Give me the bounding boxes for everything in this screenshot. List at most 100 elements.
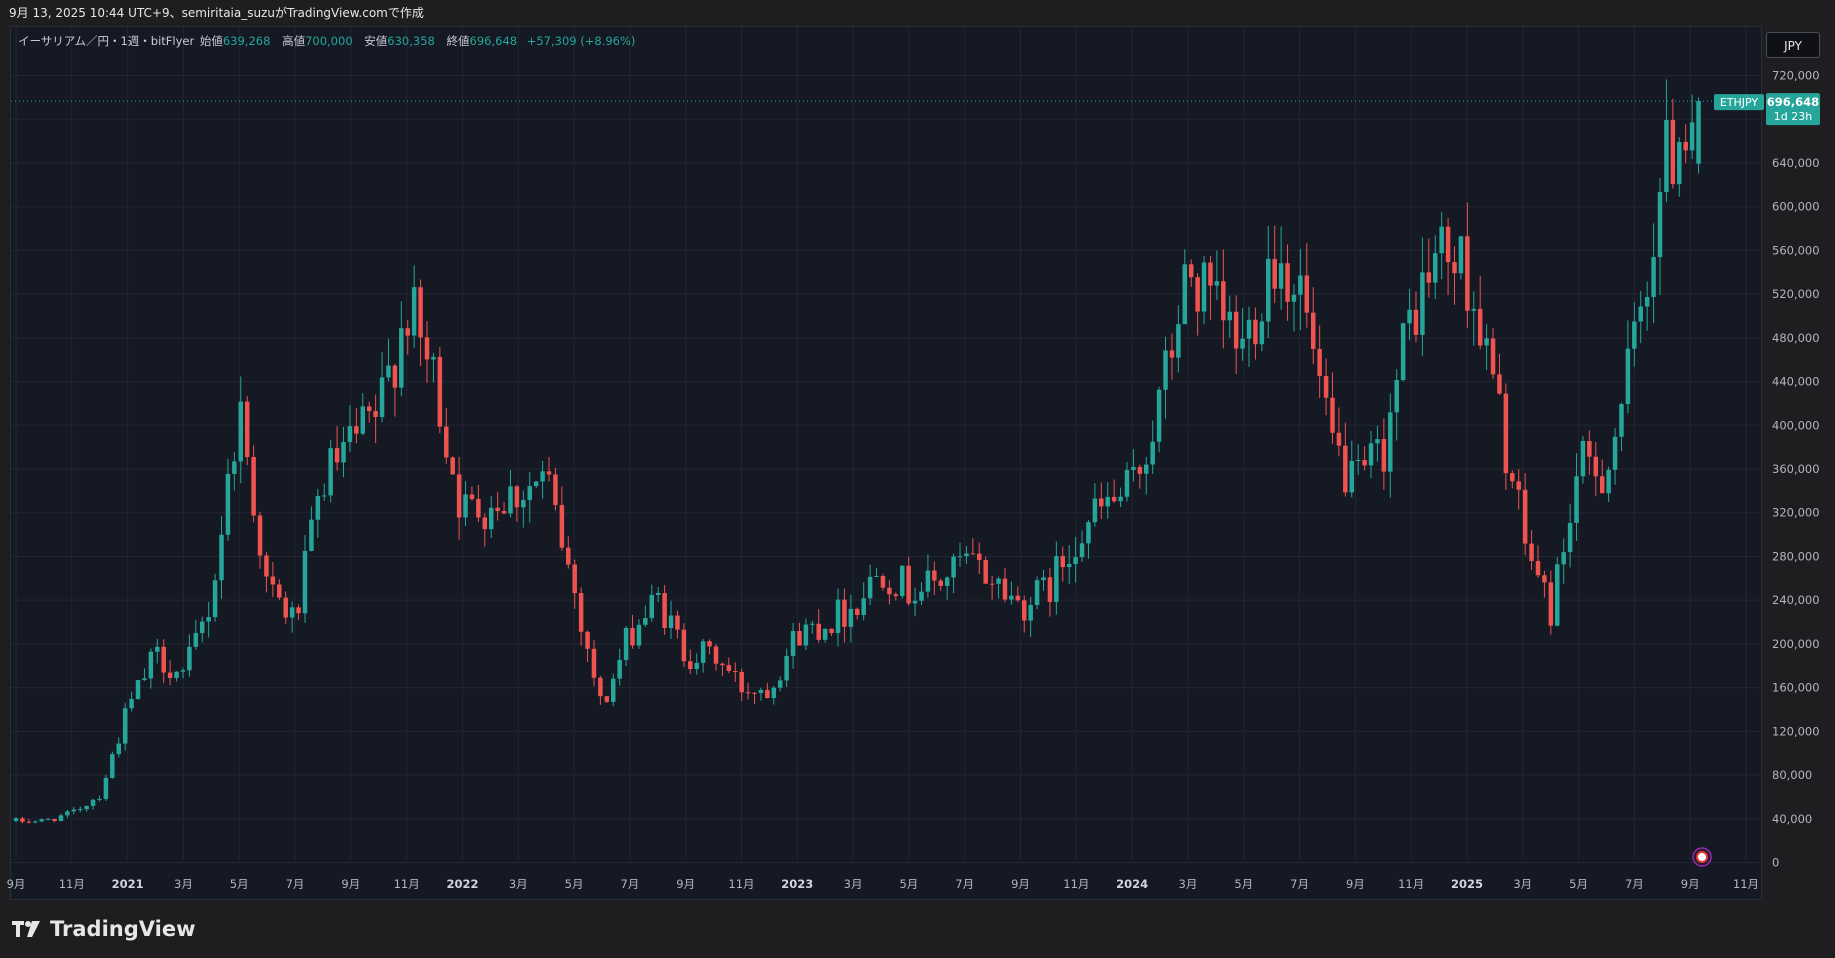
candle-body[interactable] <box>514 486 520 508</box>
candle-body[interactable] <box>1111 496 1117 502</box>
candle-body[interactable] <box>1439 226 1444 254</box>
candle-body[interactable] <box>1484 338 1489 346</box>
candle-body[interactable] <box>700 641 706 663</box>
candle-body[interactable] <box>1420 272 1425 335</box>
candle-body[interactable] <box>1291 294 1297 302</box>
candle-body[interactable] <box>33 821 38 823</box>
candle-body[interactable] <box>1073 557 1078 564</box>
candle-body[interactable] <box>1298 275 1303 295</box>
candle-body[interactable] <box>418 287 423 338</box>
candle-body[interactable] <box>405 328 410 336</box>
candle-body[interactable] <box>187 646 192 671</box>
candle-body[interactable] <box>84 805 89 810</box>
candle-body[interactable] <box>938 580 944 586</box>
candle-body[interactable] <box>1227 311 1232 321</box>
candle-body[interactable] <box>810 623 815 625</box>
candle-body[interactable] <box>546 471 552 475</box>
candle-body[interactable] <box>1060 556 1066 568</box>
candle-body[interactable] <box>174 671 179 678</box>
candle-body[interactable] <box>1034 580 1040 605</box>
candle-body[interactable] <box>598 677 603 697</box>
candle-body[interactable] <box>431 356 436 360</box>
candle-body[interactable] <box>893 594 899 597</box>
candle-body[interactable] <box>264 555 269 577</box>
candle-body[interactable] <box>199 621 205 634</box>
candle-body[interactable] <box>1099 498 1104 507</box>
candle-body[interactable] <box>675 615 680 630</box>
candle-body[interactable] <box>26 821 32 823</box>
candle-body[interactable] <box>1522 489 1528 544</box>
candle-body[interactable] <box>1670 120 1676 185</box>
candle-body[interactable] <box>1677 141 1682 185</box>
candle-body[interactable] <box>1253 319 1258 345</box>
candle-body[interactable] <box>906 565 911 604</box>
candle-body[interactable] <box>559 505 565 548</box>
candle-body[interactable] <box>469 494 475 500</box>
candle-body[interactable] <box>1381 439 1387 472</box>
candle-body[interactable] <box>1323 376 1329 398</box>
candle-body[interactable] <box>277 584 282 598</box>
candle-body[interactable] <box>1118 496 1123 502</box>
candle-body[interactable] <box>816 623 821 640</box>
candle-body[interactable] <box>1188 264 1194 278</box>
candle-body[interactable] <box>1625 348 1631 405</box>
candle-body[interactable] <box>1355 460 1361 462</box>
candle-body[interactable] <box>983 560 988 584</box>
candle-body[interactable] <box>399 328 404 388</box>
candle-body[interactable] <box>444 426 449 458</box>
candle-body[interactable] <box>707 641 712 647</box>
candle-body[interactable] <box>829 628 834 634</box>
candle-body[interactable] <box>1497 374 1502 394</box>
candle-body[interactable] <box>347 426 353 442</box>
candle-body[interactable] <box>643 618 648 625</box>
candle-body[interactable] <box>122 708 128 744</box>
candle-body[interactable] <box>482 517 488 530</box>
candle-body[interactable] <box>302 550 308 614</box>
candle-body[interactable] <box>1548 582 1554 626</box>
currency-button[interactable]: JPY <box>1766 32 1820 58</box>
candle-body[interactable] <box>1259 321 1265 345</box>
candle-body[interactable] <box>77 809 83 811</box>
candle-body[interactable] <box>1124 469 1130 497</box>
candle-body[interactable] <box>110 754 115 778</box>
candle-body[interactable] <box>508 486 513 514</box>
candle-body[interactable] <box>977 553 982 561</box>
candle-body[interactable] <box>1664 120 1669 193</box>
candle-body[interactable] <box>932 570 937 581</box>
candle-body[interactable] <box>842 599 847 627</box>
candle-body[interactable] <box>617 659 622 679</box>
candle-body[interactable] <box>142 678 147 681</box>
candle-body[interactable] <box>1137 466 1143 474</box>
candle-body[interactable] <box>970 553 976 555</box>
candle-body[interactable] <box>20 818 25 822</box>
candle-body[interactable] <box>437 356 443 427</box>
candle-body[interactable] <box>450 457 455 475</box>
candle-body[interactable] <box>1503 393 1509 474</box>
candle-body[interactable] <box>688 661 693 669</box>
candle-body[interactable] <box>925 570 931 592</box>
candle-body[interactable] <box>880 576 886 588</box>
candle-body[interactable] <box>867 576 873 599</box>
candle-body[interactable] <box>1214 281 1220 286</box>
candle-body[interactable] <box>116 743 121 755</box>
candle-body[interactable] <box>219 534 224 581</box>
candle-body[interactable] <box>103 777 109 799</box>
candle-body[interactable] <box>155 646 160 652</box>
candle-body[interactable] <box>58 815 64 821</box>
candle-body[interactable] <box>39 819 44 822</box>
candle-body[interactable] <box>1510 473 1515 482</box>
candle-body[interactable] <box>315 496 321 520</box>
candle-body[interactable] <box>1131 466 1136 470</box>
candle-body[interactable] <box>1079 543 1085 558</box>
candle-body[interactable] <box>1343 445 1348 493</box>
candle-body[interactable] <box>572 564 577 594</box>
candle-body[interactable] <box>989 583 995 585</box>
candle-body[interactable] <box>649 595 655 619</box>
candle-body[interactable] <box>771 687 777 699</box>
candle-body[interactable] <box>521 500 526 508</box>
candle-body[interactable] <box>1330 397 1335 433</box>
candle-body[interactable] <box>1490 338 1496 375</box>
candle-body[interactable] <box>578 593 584 632</box>
candle-body[interactable] <box>1394 379 1399 413</box>
candle-body[interactable] <box>65 811 70 816</box>
